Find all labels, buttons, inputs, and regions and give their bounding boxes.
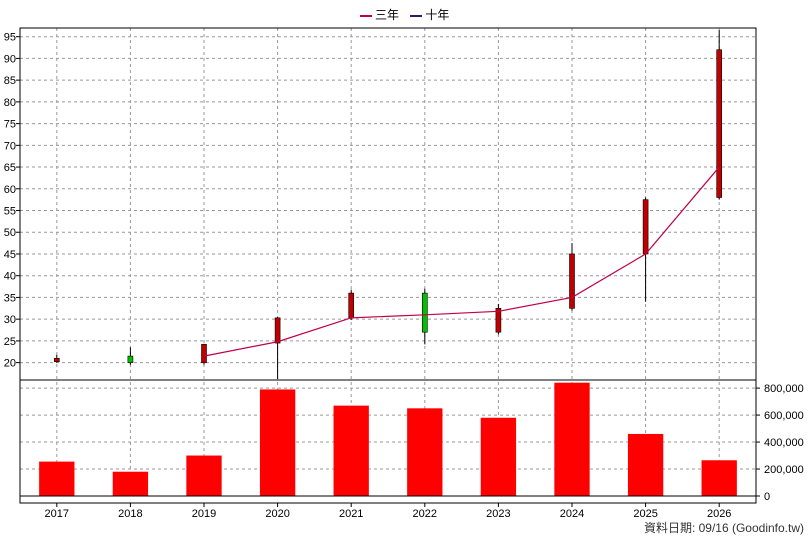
legend-ten-year-label: 十年 [425,8,450,22]
volume-tick-label: 400,000 [764,437,804,449]
price-tick-label: 35 [4,292,16,304]
x-tick-label: 2020 [265,508,289,520]
volume-bar [480,417,517,496]
legend-ten-year-swatch [410,14,423,17]
plot-frame [19,27,757,504]
x-tick-label: 2018 [118,508,142,520]
ma-three-year-line [203,166,720,357]
candle-body [421,292,428,333]
candle-body [53,357,60,363]
x-axis: 2017 2018 2019 2020 2021 2022 2023 2024 2025 2026 [45,503,731,520]
moving-average-lines [203,166,720,357]
legend-ten-year: 十年 [410,6,449,23]
candle-body [274,317,281,344]
price-tick-label: 95 [4,32,16,44]
x-tick-label: 2022 [413,508,437,520]
legend-three-year: 三年 [360,6,399,23]
price-axis: 20 25 30 35 40 45 50 55 60 65 70 75 80 85 90 95 [4,32,20,370]
price-tick-label: 80 [4,97,16,109]
price-tick-label: 70 [4,140,16,152]
volume-tick-label: 0 [764,491,770,503]
price-tick-label: 85 [4,75,16,87]
price-tick-label: 20 [4,358,16,370]
x-tick-label: 2017 [45,508,69,520]
x-tick-label: 2019 [192,508,216,520]
candle-body [569,253,575,309]
price-tick-label: 90 [4,53,16,65]
volume-bar [259,389,296,496]
x-tick-label: 2021 [339,508,363,520]
candle-body [642,199,649,255]
price-tick-label: 25 [4,336,16,348]
price-tick-label: 30 [4,314,16,326]
price-tick-label: 75 [4,119,16,131]
volume-tick-label: 600,000 [764,410,804,422]
price-tick-label: 45 [4,249,16,261]
chart-legend: 三年 十年 [360,6,457,23]
legend-three-year-label: 三年 [375,8,400,22]
x-tick-label: 2026 [707,508,731,520]
volume-bar [407,408,443,496]
volume-bar [112,471,149,496]
volume-tick-label: 200,000 [764,464,804,476]
price-tick-label: 50 [4,227,16,239]
candle-body [348,292,355,319]
candle-body [201,344,207,363]
candle-body [716,49,723,198]
plot-border [19,27,757,504]
price-tick-label: 60 [4,184,16,196]
volume-bars [39,382,737,496]
x-tick-label: 2023 [486,508,510,520]
candlesticks [53,30,723,380]
volume-bar [186,455,222,496]
volume-bar [554,382,590,496]
candle-body [127,355,134,363]
candle-body [495,307,502,333]
price-tick-label: 65 [4,162,16,174]
volume-bar [627,433,664,496]
price-tick-label: 55 [4,206,16,218]
source-note: 資料日期: 09/16 (Goodinfo.tw) [643,521,804,535]
volume-axis: 0 200,000 400,000 600,000 800,000 [756,383,804,503]
volume-tick-label: 800,000 [764,383,804,395]
volume-bar [39,461,75,496]
legend-three-year-swatch [360,14,372,17]
x-tick-label: 2024 [560,508,584,520]
volume-bar [333,405,369,496]
x-tick-label: 2025 [633,508,657,520]
price-tick-label: 40 [4,271,16,283]
volume-bar [701,460,737,496]
